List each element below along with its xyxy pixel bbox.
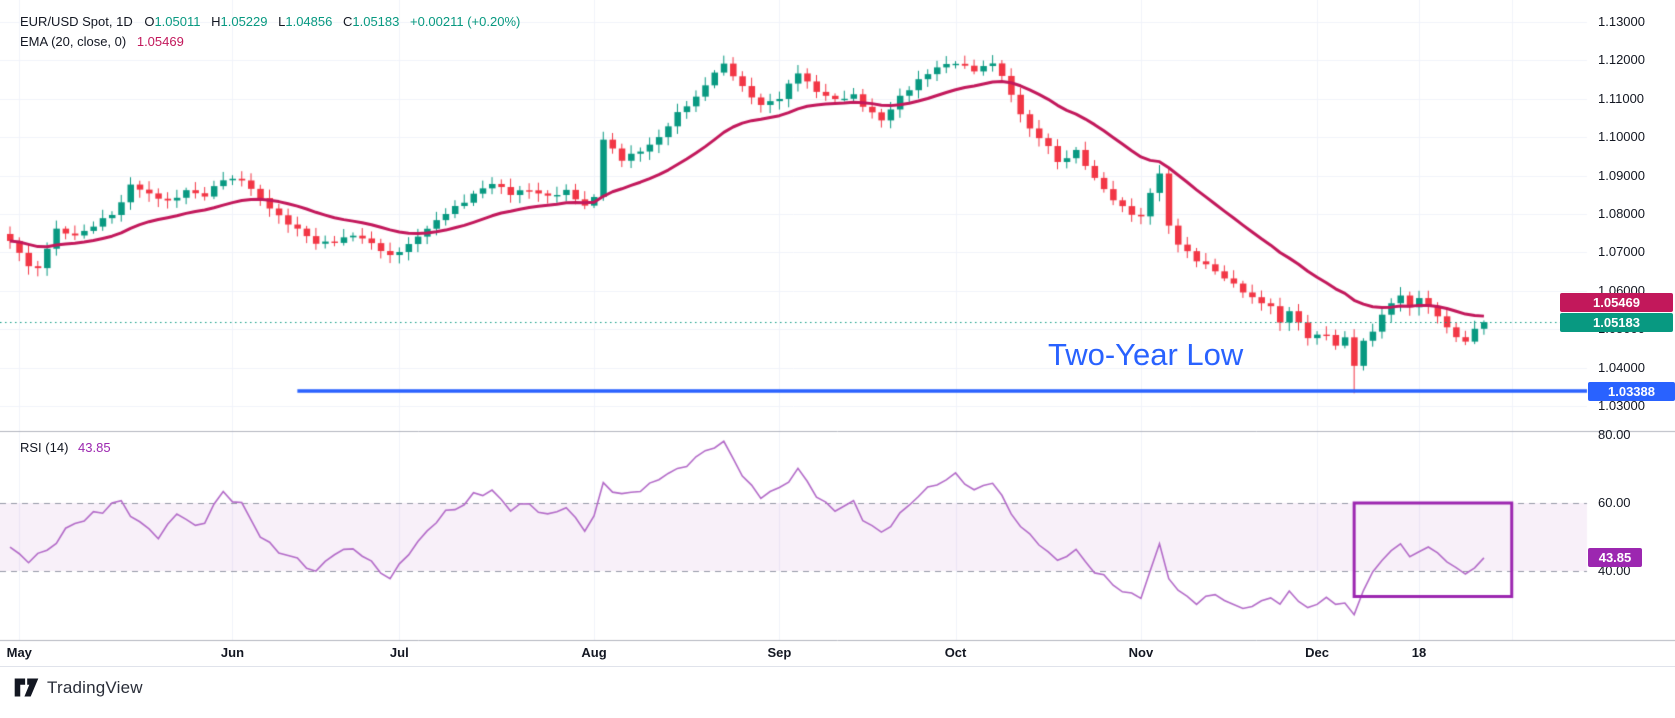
ema-legend-row: EMA (20, close, 0) 1.05469	[20, 32, 520, 52]
price-tick-label: 1.09000	[1598, 167, 1645, 183]
ema-indicator-value: 1.05469	[136, 34, 184, 49]
price-tick-label: 1.03000	[1598, 398, 1645, 413]
price-tick-label: 1.13000	[1598, 14, 1645, 29]
time-tick-label: Dec	[1305, 645, 1329, 660]
high-value: 1.05229	[220, 14, 268, 29]
time-tick-label: Jun	[220, 645, 245, 660]
price-tick-label: 1.08000	[1598, 206, 1645, 221]
tradingview-mark-icon	[14, 678, 39, 697]
ema-price-tag[interactable]: 1.05469	[1560, 293, 1673, 313]
low-value: 1.04856	[285, 14, 333, 29]
time-tick-label: Sep	[767, 645, 792, 660]
time-tick-label: Nov	[1128, 645, 1154, 660]
open-label: O	[144, 14, 155, 29]
rsi-indicator-label[interactable]: RSI (14)	[20, 440, 69, 455]
symbol-legend-row: EUR/USD Spot, 1D O1.05011 H1.05229 L1.04…	[20, 12, 520, 32]
low-label: L	[278, 14, 286, 29]
price-tick-label: 1.11000	[1598, 90, 1645, 106]
close-value: 1.05183	[352, 14, 400, 29]
main-legend: EUR/USD Spot, 1D O1.05011 H1.05229 L1.04…	[20, 12, 520, 52]
time-tick-label: Jul	[389, 645, 409, 660]
close-label: C	[342, 14, 353, 29]
rsi-tick-label: 60.00	[1598, 495, 1631, 510]
last-price-tag[interactable]: 1.05183	[1560, 312, 1673, 332]
brand-text: TradingView	[47, 677, 143, 697]
two-year-low-annotation[interactable]: Two-Year Low	[1048, 337, 1244, 372]
rsi-value-tag[interactable]: 43.85	[1588, 548, 1642, 568]
price-tick-label: 1.12000	[1598, 52, 1645, 68]
rsi-indicator-value: 43.85	[78, 440, 111, 455]
time-tick-label: Aug	[581, 645, 607, 660]
rsi-tick-label: 80.00	[1598, 427, 1631, 442]
ema-indicator-label[interactable]: EMA (20, close, 0)	[20, 34, 127, 49]
change-value: +0.00211 (+0.20%)	[410, 14, 521, 29]
chart-canvas[interactable]	[0, 0, 1675, 666]
price-tick-label: 1.07000	[1598, 244, 1645, 260]
support-level-tag[interactable]: 1.03388	[1588, 381, 1675, 401]
open-value: 1.05011	[154, 14, 201, 29]
chart-bottom-border	[0, 666, 1675, 667]
tradingview-logo[interactable]: TradingView	[14, 677, 143, 698]
price-tick-label: 1.10000	[1598, 129, 1645, 145]
time-tick-label: 18	[1411, 645, 1427, 660]
price-tick-label: 1.04000	[1598, 359, 1645, 375]
time-tick-label: May	[6, 645, 32, 660]
rsi-legend-row: RSI (14) 43.85	[20, 440, 111, 455]
high-label: H	[211, 14, 221, 29]
time-tick-label: Oct	[944, 645, 967, 660]
symbol-title[interactable]: EUR/USD Spot, 1D	[20, 14, 133, 29]
